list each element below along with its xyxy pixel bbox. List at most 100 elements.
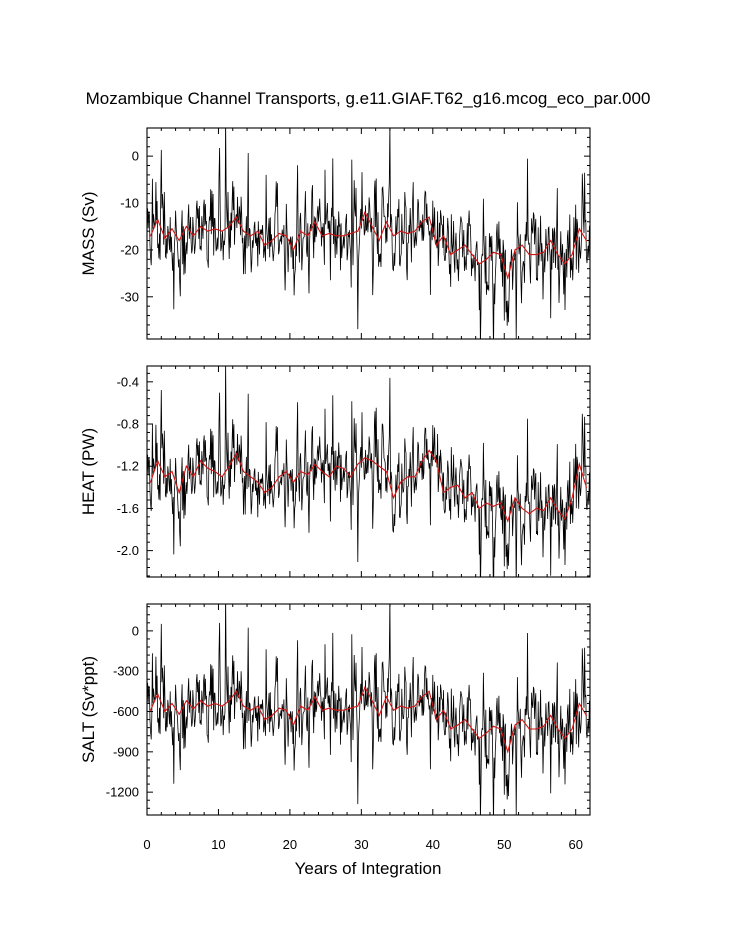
annual-point <box>371 700 373 702</box>
annual-point <box>328 476 330 478</box>
annual-point <box>357 705 359 707</box>
annual-point <box>457 724 459 726</box>
annual-point <box>185 700 187 702</box>
annual-point <box>292 724 295 726</box>
annual-point <box>392 235 395 237</box>
annual-point <box>485 732 487 734</box>
annual-point <box>457 484 459 486</box>
annual-point <box>357 230 359 232</box>
annual-point <box>385 696 387 698</box>
annual-point <box>478 737 480 740</box>
y-tick-label: -30 <box>120 289 139 304</box>
annual-point <box>521 719 523 721</box>
plot-frame <box>146 365 591 578</box>
annual-point <box>464 244 466 246</box>
annual-point <box>392 497 395 499</box>
annual-point <box>264 719 266 721</box>
annual-point <box>371 460 373 462</box>
annual-point <box>492 725 495 727</box>
x-tick-label: 30 <box>354 837 368 852</box>
annual-point <box>328 707 330 709</box>
annual-mean-line <box>150 211 587 281</box>
annual-point <box>535 728 538 730</box>
annual-point <box>285 470 287 473</box>
annual-point <box>221 705 223 707</box>
annual-point <box>492 505 495 507</box>
y-axis-label: HEAT (PW) <box>79 428 98 515</box>
annual-point <box>528 728 530 730</box>
annual-point <box>371 225 373 228</box>
annual-point <box>457 249 459 251</box>
annual-point <box>335 235 337 237</box>
annual-point <box>407 232 409 235</box>
annual-point <box>328 232 330 235</box>
annual-point <box>514 249 516 251</box>
annual-point <box>157 460 159 462</box>
annual-point <box>300 470 302 473</box>
annual-point <box>207 230 209 232</box>
y-tick-label: -10 <box>120 196 139 211</box>
annual-point <box>228 225 230 228</box>
annual-point <box>271 714 273 717</box>
annual-point <box>350 707 352 709</box>
annual-point <box>178 713 180 715</box>
annual-point <box>421 221 423 223</box>
annual-point <box>192 476 194 478</box>
y-tick-label: -0.4 <box>117 374 139 389</box>
x-tick-label: 20 <box>283 837 297 852</box>
annual-point <box>521 244 523 246</box>
annual-point <box>571 497 573 499</box>
annual-point <box>342 467 345 469</box>
annual-point <box>557 728 559 730</box>
annual-point <box>178 492 180 494</box>
annual-point <box>442 709 445 711</box>
y-tick-label: -1.2 <box>117 459 139 474</box>
annual-point <box>550 239 552 242</box>
annual-point <box>335 465 337 467</box>
annual-point <box>321 709 323 711</box>
annual-point <box>150 235 152 237</box>
annual-point <box>535 254 538 256</box>
annual-point <box>350 476 352 478</box>
annual-point <box>250 476 252 478</box>
chart-title: Mozambique Channel Transports, g.e11.GIA… <box>86 89 651 108</box>
annual-point <box>514 497 516 499</box>
y-axis-label: SALT (Sv*ppt) <box>79 656 98 763</box>
monthly-series-line <box>147 366 590 577</box>
annual-point <box>242 230 245 232</box>
annual-point <box>221 476 223 478</box>
x-axis-label: Years of Integration <box>295 859 442 878</box>
annual-point <box>478 263 480 265</box>
annual-point <box>164 476 166 478</box>
annual-point <box>150 481 152 483</box>
annual-point <box>450 486 452 488</box>
annual-point <box>250 709 252 711</box>
plot-frame <box>146 603 591 816</box>
annual-point <box>285 709 287 711</box>
y-tick-label: -900 <box>113 744 139 759</box>
annual-point <box>385 221 387 223</box>
annual-point <box>150 709 152 711</box>
annual-point <box>564 518 566 520</box>
annual-point <box>257 705 259 707</box>
annual-point <box>257 230 259 232</box>
panels-group: 0 -10 -20 -30 MASS (Sv) -0.4 -0.8 -1.2 -1.6 -2.0 H… <box>79 127 591 852</box>
annual-point <box>585 486 588 488</box>
annual-point <box>300 705 302 707</box>
annual-point <box>335 709 337 711</box>
annual-point <box>257 481 259 483</box>
annual-point <box>471 492 473 494</box>
annual-point <box>450 728 452 730</box>
annual-point <box>585 239 588 242</box>
annual-point <box>364 211 366 213</box>
y-tick-label: -1200 <box>106 785 139 800</box>
annual-point <box>235 453 237 455</box>
annual-point <box>200 460 202 462</box>
annual-point <box>507 751 509 753</box>
annual-point <box>464 719 466 721</box>
annual-point <box>192 235 194 237</box>
x-tick-label: 50 <box>497 837 511 852</box>
annual-point <box>528 254 530 256</box>
annual-point <box>221 230 223 232</box>
